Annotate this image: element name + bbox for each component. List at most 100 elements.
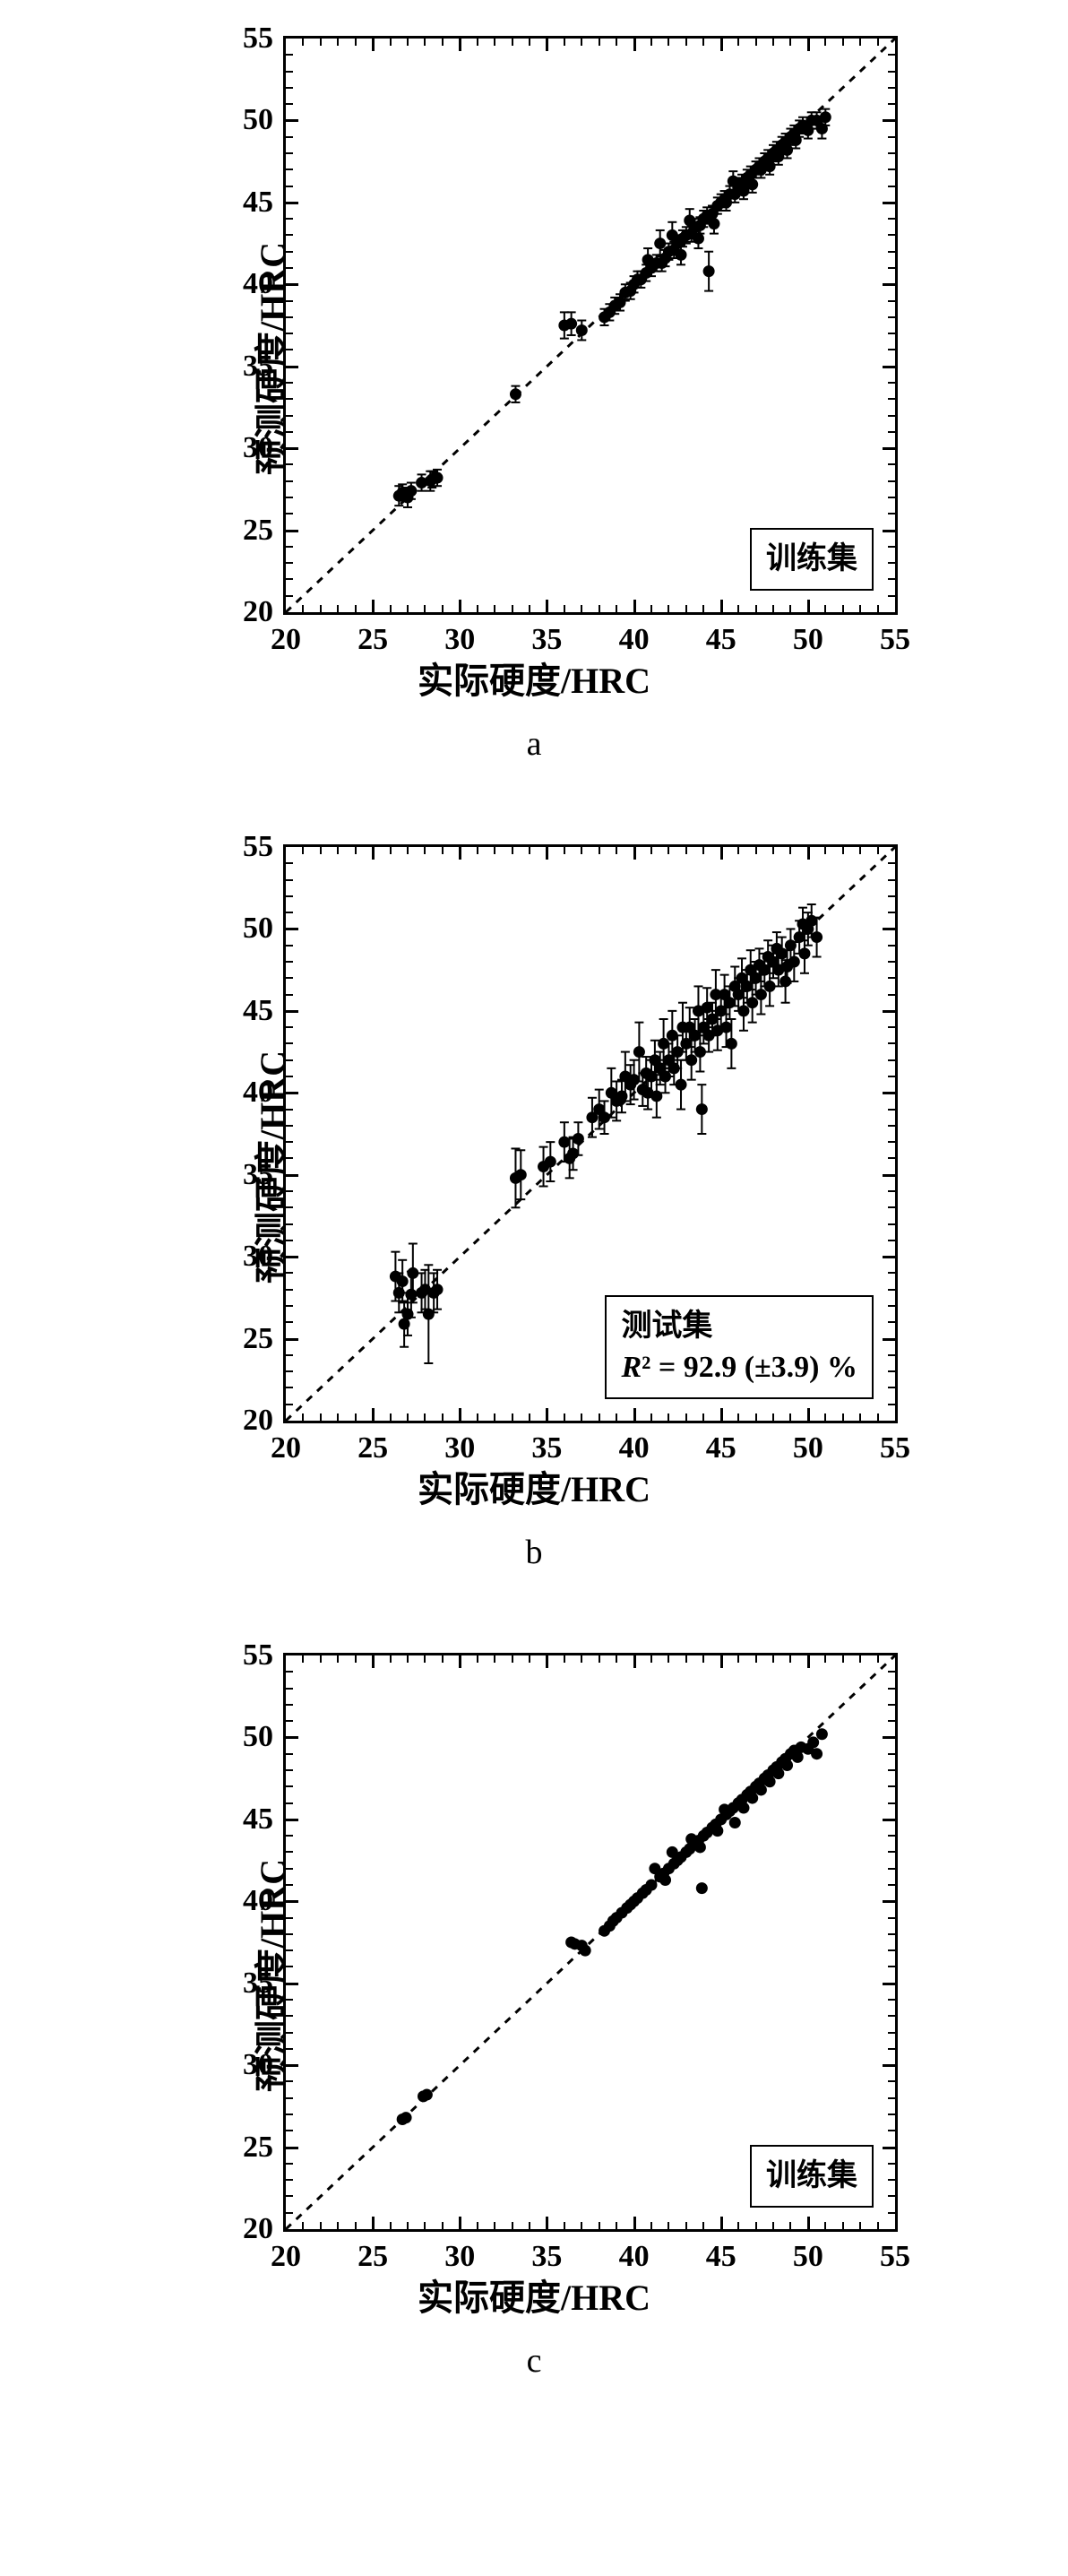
data-point bbox=[807, 1736, 819, 1748]
data-point bbox=[515, 1169, 527, 1180]
y-tick-label: 30 bbox=[243, 1240, 273, 1274]
y-tick-label: 50 bbox=[243, 912, 273, 946]
data-point bbox=[726, 1038, 737, 1050]
data-point bbox=[720, 1022, 732, 1033]
x-tick-label: 20 bbox=[271, 623, 301, 657]
data-point bbox=[746, 178, 758, 190]
plot-area: 20253035404550552025303540455055测试集R² = … bbox=[283, 844, 898, 1423]
data-point bbox=[811, 1748, 823, 1759]
x-tick-label: 35 bbox=[531, 1431, 562, 1465]
data-point bbox=[746, 997, 758, 1008]
x-tick-label: 35 bbox=[531, 2240, 562, 2274]
panel-a: 预测硬度/HRC实际硬度/HRC202530354045505520253035… bbox=[0, 9, 1068, 764]
panel-b: 预测硬度/HRC实际硬度/HRC202530354045505520253035… bbox=[0, 817, 1068, 1572]
data-point bbox=[788, 956, 800, 968]
y-tick-label: 25 bbox=[243, 1322, 273, 1356]
y-tick-label: 45 bbox=[243, 186, 273, 220]
y-tick-label: 20 bbox=[243, 1404, 273, 1438]
y-tick-label: 55 bbox=[243, 22, 273, 56]
y-tick-label: 55 bbox=[243, 830, 273, 864]
data-point bbox=[737, 1802, 749, 1814]
data-point bbox=[576, 324, 588, 336]
identity-line bbox=[286, 1655, 895, 2229]
y-tick-label: 25 bbox=[243, 514, 273, 548]
scatter-svg bbox=[286, 39, 895, 612]
x-tick-label: 35 bbox=[531, 623, 562, 657]
data-point bbox=[573, 1133, 584, 1145]
data-point bbox=[729, 1817, 741, 1828]
data-point bbox=[545, 1156, 556, 1168]
y-tick-label: 45 bbox=[243, 994, 273, 1028]
y-tick-label: 35 bbox=[243, 1158, 273, 1192]
data-point bbox=[676, 1079, 687, 1091]
x-tick-label: 40 bbox=[619, 1431, 650, 1465]
y-tick-label: 25 bbox=[243, 2131, 273, 2165]
data-point bbox=[811, 931, 823, 943]
data-point bbox=[781, 1759, 793, 1771]
x-tick-label: 45 bbox=[706, 623, 736, 657]
data-point bbox=[659, 1874, 671, 1886]
legend-line: 测试集 bbox=[621, 1306, 857, 1347]
y-tick-label: 35 bbox=[243, 350, 273, 384]
data-point bbox=[798, 947, 810, 959]
x-tick-label: 25 bbox=[357, 2240, 388, 2274]
y-tick-label: 20 bbox=[243, 2212, 273, 2246]
data-point bbox=[650, 1090, 662, 1102]
x-tick-label: 45 bbox=[706, 1431, 736, 1465]
data-point bbox=[708, 218, 719, 229]
y-tick-label: 30 bbox=[243, 2048, 273, 2082]
sublabel: b bbox=[526, 1533, 543, 1572]
data-point bbox=[654, 238, 666, 249]
x-tick-label: 40 bbox=[619, 623, 650, 657]
data-point bbox=[421, 2089, 433, 2101]
y-tick-label: 40 bbox=[243, 1884, 273, 1918]
plot-area: 20253035404550552025303540455055训练集 bbox=[283, 1653, 898, 2232]
x-axis-label: 实际硬度/HRC bbox=[418, 652, 650, 704]
legend-box: 训练集 bbox=[750, 528, 874, 591]
x-tick-label: 55 bbox=[880, 1431, 910, 1465]
data-point bbox=[820, 111, 831, 123]
data-point bbox=[746, 1793, 758, 1804]
y-tick-label: 35 bbox=[243, 1967, 273, 2001]
data-point bbox=[510, 388, 521, 400]
y-tick-label: 30 bbox=[243, 431, 273, 465]
x-tick-label: 25 bbox=[357, 623, 388, 657]
data-point bbox=[755, 989, 767, 1000]
legend-line: 训练集 bbox=[766, 2156, 857, 2197]
data-point bbox=[764, 981, 776, 992]
data-point bbox=[432, 472, 444, 484]
data-point bbox=[772, 1768, 784, 1779]
y-tick-label: 40 bbox=[243, 1076, 273, 1110]
x-tick-label: 50 bbox=[793, 2240, 823, 2274]
data-point bbox=[580, 1945, 591, 1957]
data-point bbox=[755, 1784, 767, 1795]
data-point bbox=[405, 485, 417, 497]
data-point bbox=[405, 1289, 417, 1301]
sublabel: a bbox=[527, 724, 542, 764]
data-point bbox=[615, 297, 626, 308]
legend-line: R² = 92.9 (±3.9) % bbox=[621, 1347, 857, 1388]
data-point bbox=[646, 1880, 658, 1891]
x-tick-label: 50 bbox=[793, 623, 823, 657]
x-axis-label: 实际硬度/HRC bbox=[418, 2269, 650, 2321]
data-point bbox=[764, 1776, 776, 1787]
x-tick-label: 45 bbox=[706, 2240, 736, 2274]
sublabel: c bbox=[527, 2341, 542, 2381]
x-tick-label: 55 bbox=[880, 623, 910, 657]
data-point bbox=[407, 1267, 418, 1279]
x-axis-label: 实际硬度/HRC bbox=[418, 1460, 650, 1512]
data-point bbox=[737, 1005, 749, 1016]
y-tick-label: 50 bbox=[243, 1720, 273, 1754]
y-tick-label: 40 bbox=[243, 267, 273, 301]
data-point bbox=[696, 1103, 708, 1115]
legend-line: 训练集 bbox=[766, 539, 857, 580]
data-point bbox=[432, 1284, 444, 1295]
x-tick-label: 30 bbox=[444, 2240, 475, 2274]
y-tick-label: 45 bbox=[243, 1802, 273, 1837]
x-tick-label: 40 bbox=[619, 2240, 650, 2274]
data-point bbox=[816, 1728, 828, 1740]
data-point bbox=[685, 1054, 697, 1066]
x-tick-label: 30 bbox=[444, 1431, 475, 1465]
data-point bbox=[694, 1046, 706, 1058]
data-point bbox=[400, 2112, 412, 2123]
